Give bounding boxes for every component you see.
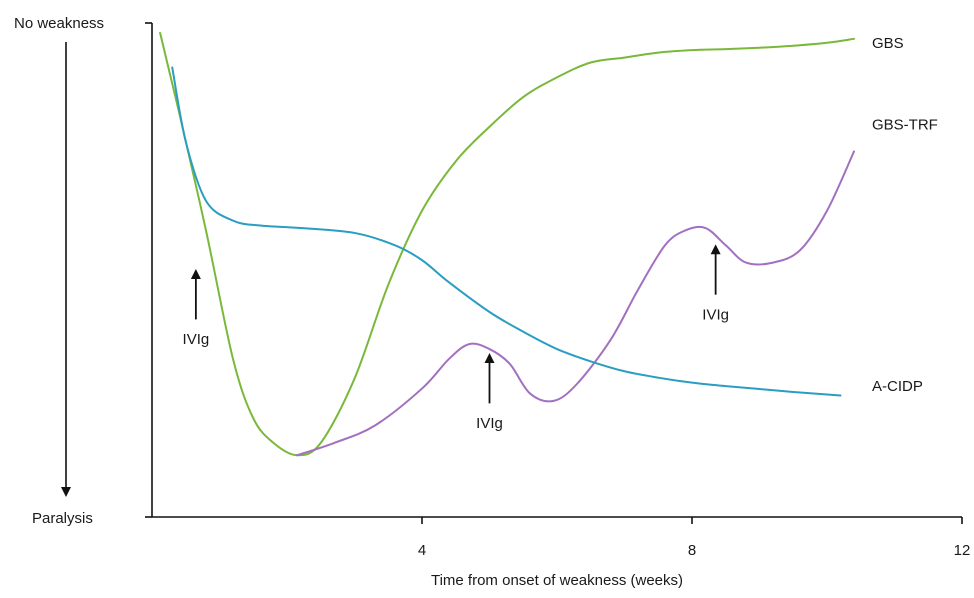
series-line-gbs-trf [296, 150, 855, 457]
series-labels: GBS GBS-TRF A-CIDP [872, 35, 938, 395]
series-line-gbs [159, 31, 855, 457]
y-top-label: No weakness [14, 15, 104, 32]
series-layer [159, 31, 855, 457]
ivig-label-2: IVIg [476, 415, 503, 432]
series-line-a-cidp [171, 66, 842, 397]
x-ticks: 4 8 12 [418, 517, 971, 559]
ivig-label-1: IVIg [183, 331, 210, 348]
series-label-gbs-trf: GBS-TRF [872, 116, 938, 133]
x-tick-label: 4 [418, 542, 426, 559]
x-tick-label: 8 [688, 542, 696, 559]
x-axis-title: Time from onset of weakness (weeks) [431, 572, 683, 589]
y-bottom-label: Paralysis [32, 510, 93, 527]
series-label-a-cidp: A-CIDP [872, 378, 923, 395]
x-tick-label: 12 [954, 542, 971, 559]
ivig-label-3: IVIg [702, 306, 729, 323]
annotations: IVIg IVIg IVIg [183, 244, 729, 432]
series-label-gbs: GBS [872, 35, 904, 52]
